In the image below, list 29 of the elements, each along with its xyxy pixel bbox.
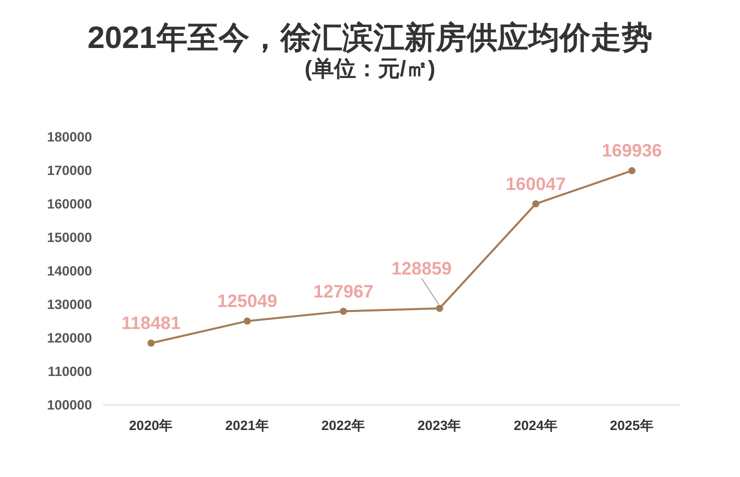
x-tick-label: 2023年: [418, 418, 462, 433]
x-tick-label: 2024年: [514, 418, 558, 433]
y-tick-label: 160000: [46, 196, 92, 212]
y-tick-label: 170000: [46, 163, 92, 178]
point: [148, 340, 155, 347]
y-tick-label: 140000: [46, 264, 92, 279]
data-label: 125049: [217, 291, 278, 312]
point: [244, 318, 251, 325]
y-tick-label: 150000: [46, 230, 92, 246]
point: [436, 304, 444, 312]
y-tick-label: 120000: [46, 330, 92, 346]
y-tick-label: 100000: [46, 398, 92, 413]
data-label: 160047: [506, 174, 566, 194]
y-tick-label: 130000: [46, 297, 92, 312]
point: [340, 308, 347, 315]
y-tick-label: 180000: [46, 130, 92, 145]
x-tick-label: 2022年: [321, 418, 366, 433]
x-tick-label: 2020年: [129, 418, 174, 433]
data-label: 127967: [313, 281, 374, 302]
data-label: 169936: [602, 140, 662, 161]
chart-title: 2021年至今，徐汇滨江新房供应均价走势: [88, 20, 652, 55]
chart-subtitle: (单位：元/㎡): [304, 56, 436, 81]
x-tick-label: 2025年: [610, 418, 654, 433]
y-tick-label: 110000: [48, 364, 92, 380]
x-tick-label: 2021年: [225, 418, 270, 433]
data-label: 118481: [122, 313, 181, 334]
point: [628, 167, 636, 174]
point: [532, 200, 540, 208]
data-label: 128859: [392, 258, 452, 278]
